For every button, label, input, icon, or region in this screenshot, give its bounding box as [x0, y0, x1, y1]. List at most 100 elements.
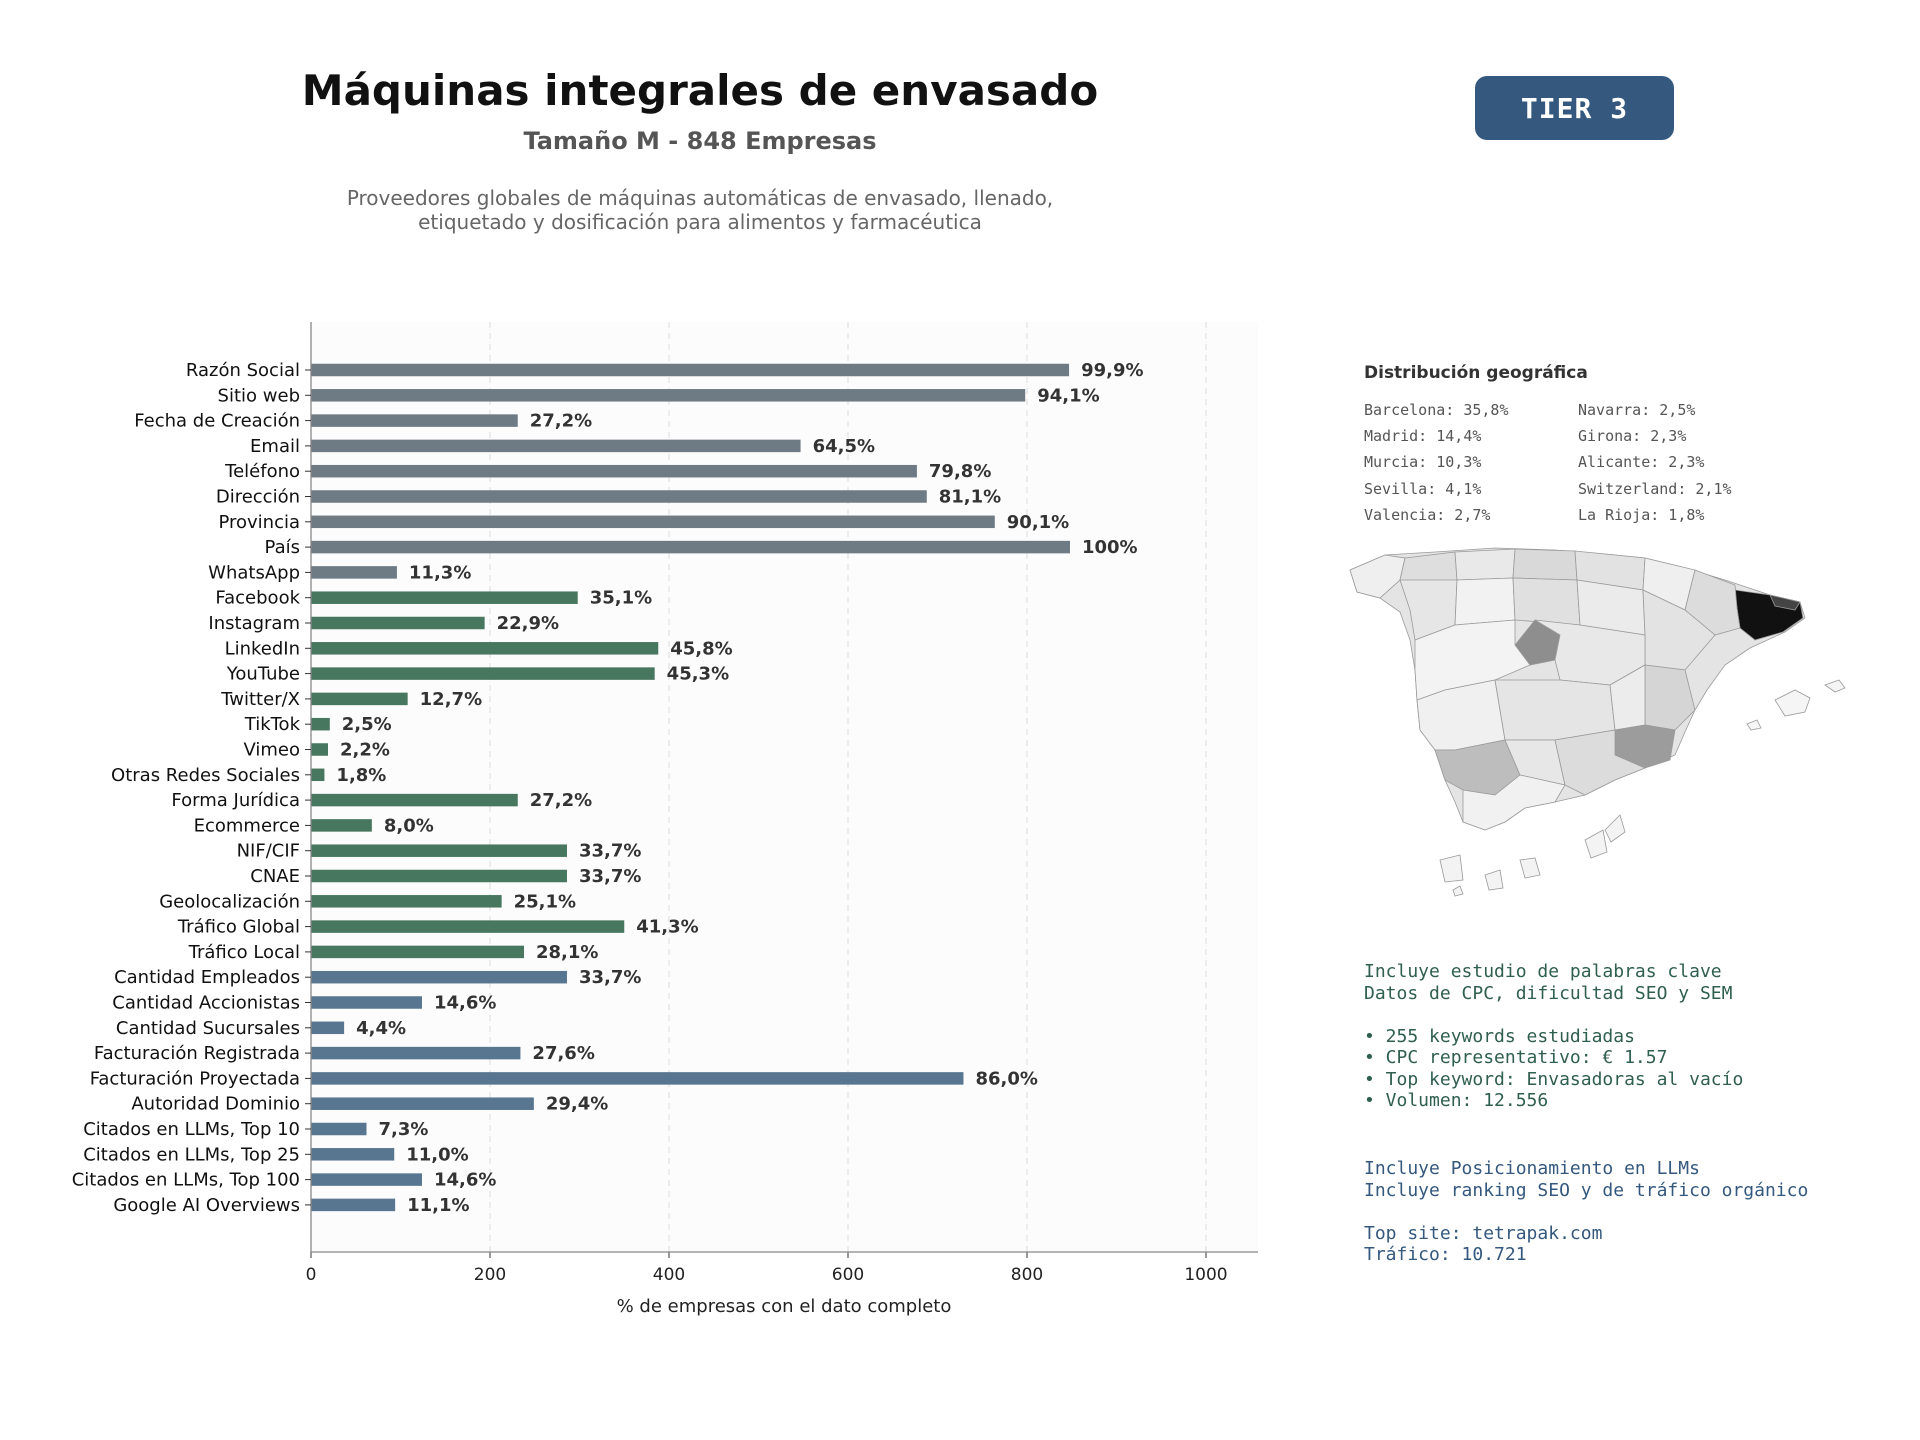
y-tick-label: Geolocalización [159, 891, 300, 912]
description-line-2: etiquetado y dosificación para alimentos… [418, 210, 982, 234]
bar [311, 844, 567, 857]
bar-value-label: 35,1% [590, 588, 652, 609]
bar-value-label: 81,1% [939, 487, 1001, 508]
bar [311, 414, 518, 427]
bar [311, 819, 372, 832]
bar-value-label: 90,1% [1007, 512, 1069, 533]
page-description: Proveedores globales de máquinas automát… [180, 186, 1220, 234]
bar-value-label: 11,0% [406, 1144, 468, 1165]
y-tick-label: País [265, 537, 300, 558]
y-tick-label: Cantidad Sucursales [116, 1018, 300, 1039]
top-site-traffic: Tráfico: 10.721 [1364, 1244, 1527, 1265]
bar-value-label: 25,1% [514, 891, 576, 912]
map-region-canarias [1519, 857, 1541, 879]
bar [311, 945, 525, 959]
bar [311, 743, 329, 756]
map-region-canarias [1452, 885, 1464, 897]
x-tick-label: 1000 [1184, 1265, 1227, 1285]
spain-map [1349, 547, 1846, 897]
bar-value-label: 64,5% [813, 436, 875, 457]
y-tick-label: Facebook [215, 588, 300, 609]
bar [311, 591, 578, 604]
y-tick-label: LinkedIn [225, 638, 300, 659]
y-tick-label: Autoridad Dominio [131, 1094, 300, 1115]
map-region [1414, 619, 1531, 701]
bar [311, 1072, 964, 1085]
geo-item: Switzerland: 2,1% [1578, 480, 1732, 498]
description-line-1: Proveedores globales de máquinas automát… [346, 186, 1054, 210]
y-tick-label: Provincia [218, 512, 300, 533]
chart-axes: 0 200 400 600 800 1000 Razón Social Sitio web Fe… [72, 322, 1258, 1285]
bar [311, 1046, 521, 1060]
x-tick-label: 600 [832, 1265, 864, 1285]
x-axis-label: % de empresas con el dato completo [617, 1296, 952, 1317]
bar [311, 895, 502, 908]
map-region-canarias [1439, 854, 1464, 883]
bar-value-label: 94,1% [1037, 385, 1099, 406]
bar [311, 540, 1070, 554]
geo-item: Girona: 2,3% [1578, 427, 1687, 445]
y-tick-label: Vimeo [243, 740, 300, 761]
keywords-line: Incluye estudio de palabras clave [1364, 961, 1722, 982]
map-region-baleares [1774, 689, 1811, 717]
bar-value-label: 41,3% [636, 917, 698, 938]
bar [311, 490, 927, 503]
y-tick-label: Sitio web [218, 385, 300, 406]
y-tick-label: NIF/CIF [237, 841, 300, 862]
x-tick-label: 0 [306, 1265, 317, 1285]
chart-bars: 99,9% 94,1% 27,2% 64,5% 79,8% 81,1% 90,1% 100% 1… [311, 360, 1144, 1216]
bar-value-label: 8,0% [384, 815, 434, 836]
y-tick-label: Tráfico Global [177, 917, 300, 938]
bar-value-label: 2,5% [342, 714, 392, 735]
bar [311, 920, 625, 933]
bar [311, 996, 422, 1009]
geo-item: Navarra: 2,5% [1578, 401, 1696, 419]
x-tick-label: 200 [474, 1265, 506, 1285]
map-region-girona [1769, 594, 1801, 611]
geo-item: Sevilla: 4,1% [1364, 480, 1482, 498]
bar [311, 1173, 422, 1186]
keywords-bullet: • CPC representativo: € 1.57 [1364, 1047, 1668, 1068]
bar-value-label: 45,8% [670, 638, 732, 659]
map-region-barcelona [1734, 589, 1804, 641]
bar-value-label: 14,6% [434, 993, 496, 1014]
bar [311, 363, 1070, 377]
keywords-block: Incluye estudio de palabras clave Datos d… [1364, 961, 1743, 1112]
y-tick-label: Cantidad Accionistas [112, 993, 300, 1014]
y-tick-label: Razón Social [186, 360, 300, 381]
bar-value-label: 27,2% [530, 790, 592, 811]
map-region [1494, 679, 1616, 741]
bar-value-label: 27,2% [530, 411, 592, 432]
map-region [1454, 548, 1516, 581]
keywords-bullet: • Top keyword: Envasadoras al vacío [1364, 1068, 1744, 1090]
bar [311, 1148, 395, 1161]
bar-value-label: 14,6% [434, 1170, 496, 1191]
bar [311, 970, 567, 984]
bar-value-label: 100% [1082, 537, 1138, 558]
bar [311, 464, 917, 478]
geo-item: Valencia: 2,7% [1364, 506, 1491, 524]
bar [311, 717, 330, 731]
keywords-bullet: • 255 keywords estudiadas [1364, 1025, 1635, 1047]
y-tick-label: CNAE [250, 866, 300, 887]
page-subtitle: Tamaño M - 848 Empresas [523, 127, 877, 155]
bar [311, 515, 995, 529]
map-region-canarias [1584, 829, 1608, 859]
bar-chart: 99,9% 94,1% 27,2% 64,5% 79,8% 81,1% 90,1% 100% 1… [72, 322, 1258, 1317]
bar-value-label: 7,3% [378, 1119, 428, 1140]
bar-value-label: 86,0% [975, 1068, 1037, 1089]
bar [311, 1021, 345, 1035]
y-tick-label: YouTube [226, 664, 300, 685]
y-tick-label: Google AI Overviews [113, 1195, 300, 1216]
bar [311, 389, 1026, 402]
y-tick-label: WhatsApp [208, 562, 300, 583]
y-tick-label: Instagram [208, 613, 300, 634]
map-region-baleares [1824, 679, 1846, 693]
page-title: Máquinas integrales de envasado [301, 66, 1099, 115]
geo-item: La Rioja: 1,8% [1578, 506, 1705, 524]
bar-value-label: 11,1% [407, 1195, 469, 1216]
bar [311, 616, 485, 630]
bar-value-label: 12,7% [420, 689, 482, 710]
y-tick-label: Otras Redes Sociales [111, 765, 300, 786]
map-region [1512, 548, 1578, 581]
